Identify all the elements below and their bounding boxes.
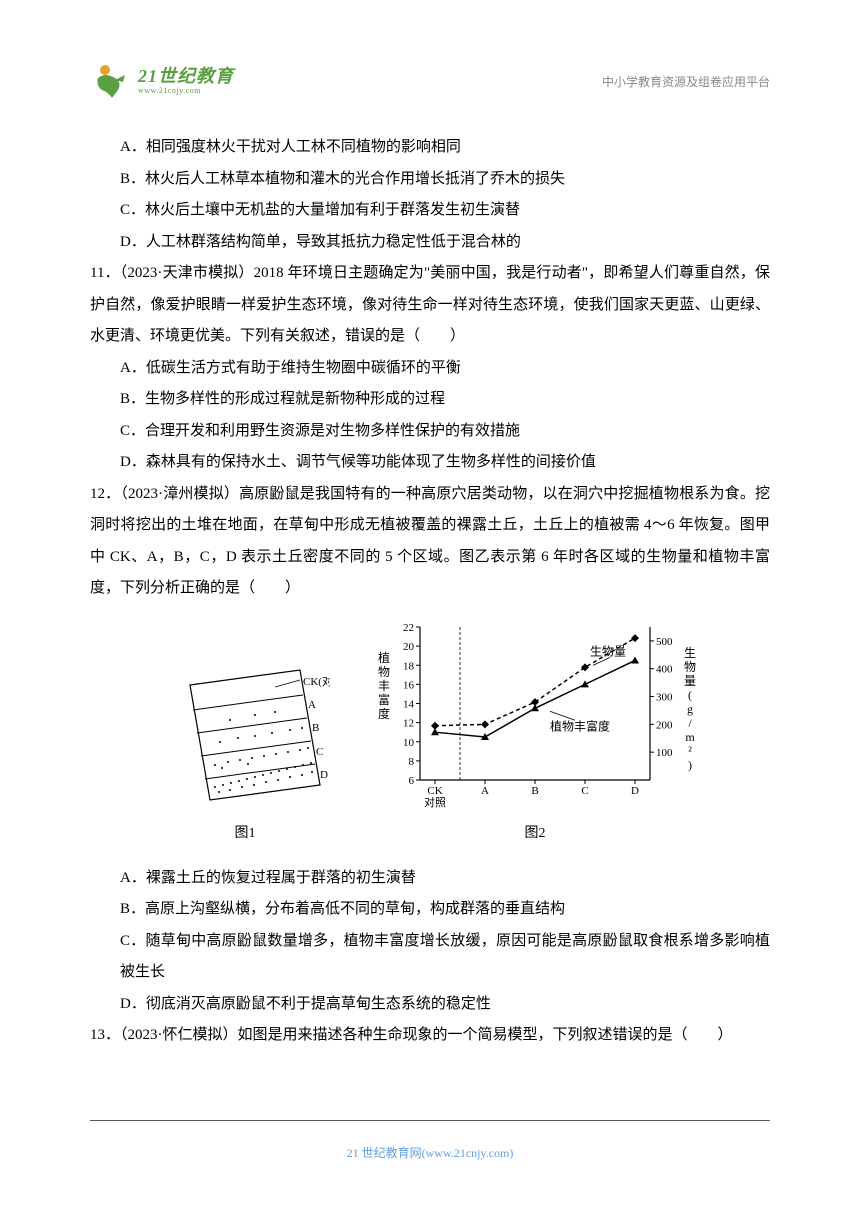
content-body: A．相同强度林火干扰对人工林不同植物的影响相同 B．林火后人工林草本植物和灌木的… — [90, 132, 770, 1052]
svg-text:/: / — [688, 716, 692, 730]
svg-text:400: 400 — [656, 663, 673, 675]
svg-text:(: ( — [688, 688, 692, 702]
page-header: 21世纪教育 www.21cnjy.com 中小学教育资源及组卷应用平台 — [90, 60, 770, 102]
logo-icon — [90, 60, 132, 102]
footer-divider — [90, 1120, 770, 1121]
svg-text:14: 14 — [403, 698, 415, 710]
q12-option-b: B．高原上沟壑纵横，分布着高低不同的草甸，构成群落的垂直结构 — [90, 894, 770, 926]
svg-text:植物丰富度: 植物丰富度 — [550, 718, 610, 733]
figure-row: CK(对照) A B C D 图1 6810121416182022100200… — [90, 615, 770, 848]
svg-text:C: C — [316, 746, 323, 758]
svg-text:16: 16 — [403, 679, 415, 691]
q12-option-a: A．裸露土丘的恢复过程属于群落的初生演替 — [90, 863, 770, 895]
q11-option-a: A．低碳生活方式有助于维持生物圈中碳循环的平衡 — [90, 353, 770, 385]
svg-text:CK(对照): CK(对照) — [303, 674, 330, 688]
svg-text:D: D — [320, 769, 328, 781]
q11-stem: 11．（2023·天津市模拟）2018 年环境日主题确定为"美丽中国，我是行动者… — [90, 258, 770, 353]
svg-text:300: 300 — [656, 691, 673, 703]
svg-text:A: A — [308, 699, 316, 711]
q11-option-c: C．合理开发和利用野生资源是对生物多样性保护的有效措施 — [90, 416, 770, 448]
logo: 21世纪教育 www.21cnjy.com — [90, 60, 234, 102]
svg-text:m: m — [685, 730, 695, 744]
logo-main-text: 21世纪教育 — [138, 67, 234, 87]
figure-1-label: 图1 — [235, 819, 256, 848]
svg-text:8: 8 — [409, 755, 415, 767]
q13-stem: 13．（2023·怀仁模拟）如图是用来描述各种生命现象的一个简易模型，下列叙述错… — [90, 1020, 770, 1052]
q10-option-a: A．相同强度林火干扰对人工林不同植物的影响相同 — [90, 132, 770, 164]
q12-stem: 12．（2023·漳州模拟）高原鼢鼠是我国特有的一种高原穴居类动物，以在洞穴中挖… — [90, 479, 770, 605]
svg-text:500: 500 — [656, 635, 673, 647]
svg-text:18: 18 — [403, 660, 415, 672]
svg-text:B: B — [531, 785, 538, 797]
figure-2: 6 8 10 12 14 16 18 20 22 100 200 300 400 500 CK对照 A B C D 植… — [370, 615, 700, 848]
svg-text:生: 生 — [684, 646, 696, 660]
svg-text:D: D — [631, 785, 639, 797]
q12-option-d: D．彻底消灭高原鼢鼠不利于提高草甸生态系统的稳定性 — [90, 989, 770, 1021]
page-footer: 21 世纪教育网(www.21cnjy.com) — [0, 1144, 860, 1161]
figure-1-svg: CK(对照) A B C D — [160, 665, 330, 815]
svg-text:20: 20 — [403, 641, 415, 653]
q10-option-d: D．人工林群落结构简单，导致其抵抗力稳定性低于混合林的 — [90, 227, 770, 259]
figure-2-svg: 6 8 10 12 14 16 18 20 22 100 200 300 400 500 CK对照 A B C D 植… — [370, 615, 700, 815]
figure-2-label: 图2 — [525, 819, 546, 848]
svg-text:g: g — [687, 702, 693, 716]
svg-text:物: 物 — [684, 660, 696, 674]
svg-text:对照: 对照 — [424, 795, 446, 809]
q10-option-c: C．林火后土壤中无机盐的大量增加有利于群落发生初生演替 — [90, 195, 770, 227]
svg-text:6: 6 — [409, 775, 415, 787]
q11-option-b: B．生物多样性的形成过程就是新物种形成的过程 — [90, 384, 770, 416]
svg-text:²: ² — [688, 744, 692, 758]
svg-text:22: 22 — [403, 622, 414, 634]
svg-text:200: 200 — [656, 719, 673, 731]
svg-text:度: 度 — [378, 706, 390, 721]
header-platform-text: 中小学教育资源及组卷应用平台 — [602, 73, 770, 90]
figure-1: CK(对照) A B C D 图1 — [160, 665, 330, 848]
svg-text:C: C — [581, 785, 588, 797]
svg-text:生物量: 生物量 — [590, 644, 626, 658]
svg-text:10: 10 — [403, 736, 415, 748]
svg-text:丰: 丰 — [378, 679, 390, 693]
svg-text:B: B — [312, 722, 319, 734]
svg-text:植: 植 — [378, 650, 390, 665]
logo-sub-text: www.21cnjy.com — [138, 87, 234, 96]
q10-option-b: B．林火后人工林草本植物和灌木的光合作用增长抵消了乔木的损失 — [90, 164, 770, 196]
svg-text:): ) — [688, 758, 692, 772]
logo-text: 21世纪教育 www.21cnjy.com — [138, 67, 234, 96]
svg-text:A: A — [481, 785, 489, 797]
svg-text:量: 量 — [684, 674, 696, 688]
q11-option-d: D．森林具有的保持水土、调节气候等功能体现了生物多样性的间接价值 — [90, 447, 770, 479]
svg-text:CK: CK — [427, 785, 442, 797]
svg-text:物: 物 — [378, 665, 390, 679]
svg-text:富: 富 — [378, 692, 390, 707]
q12-option-c: C．随草甸中高原鼢鼠数量增多，植物丰富度增长放缓，原因可能是高原鼢鼠取食根系增多… — [90, 926, 770, 989]
svg-text:12: 12 — [403, 717, 414, 729]
svg-text:100: 100 — [656, 747, 673, 759]
